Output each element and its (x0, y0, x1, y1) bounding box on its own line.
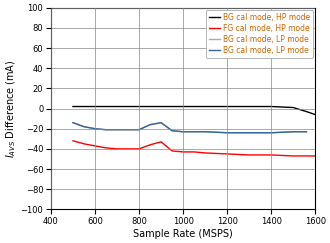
X-axis label: Sample Rate (MSPS): Sample Rate (MSPS) (133, 229, 233, 239)
Y-axis label: $I_{AVS}$ Difference (mA): $I_{AVS}$ Difference (mA) (4, 59, 18, 158)
Legend: BG cal mode, HP mode, FG cal mode, HP mode, BG cal mode, LP mode, BG cal mode, L: BG cal mode, HP mode, FG cal mode, HP mo… (206, 10, 313, 58)
